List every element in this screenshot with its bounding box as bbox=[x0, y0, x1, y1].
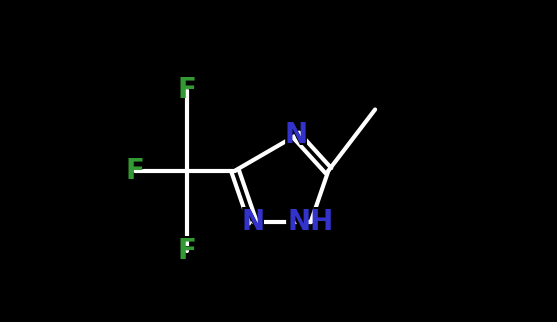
Text: N: N bbox=[285, 121, 308, 149]
Text: N: N bbox=[282, 119, 310, 152]
Text: F: F bbox=[177, 76, 196, 104]
Text: F: F bbox=[175, 74, 198, 107]
Text: F: F bbox=[177, 237, 196, 265]
Text: F: F bbox=[175, 235, 198, 268]
Text: NH: NH bbox=[282, 206, 339, 239]
Text: N: N bbox=[239, 206, 267, 239]
Text: N: N bbox=[241, 208, 265, 236]
Text: F: F bbox=[124, 154, 146, 187]
Text: F: F bbox=[126, 157, 145, 185]
Text: NH: NH bbox=[287, 208, 334, 236]
